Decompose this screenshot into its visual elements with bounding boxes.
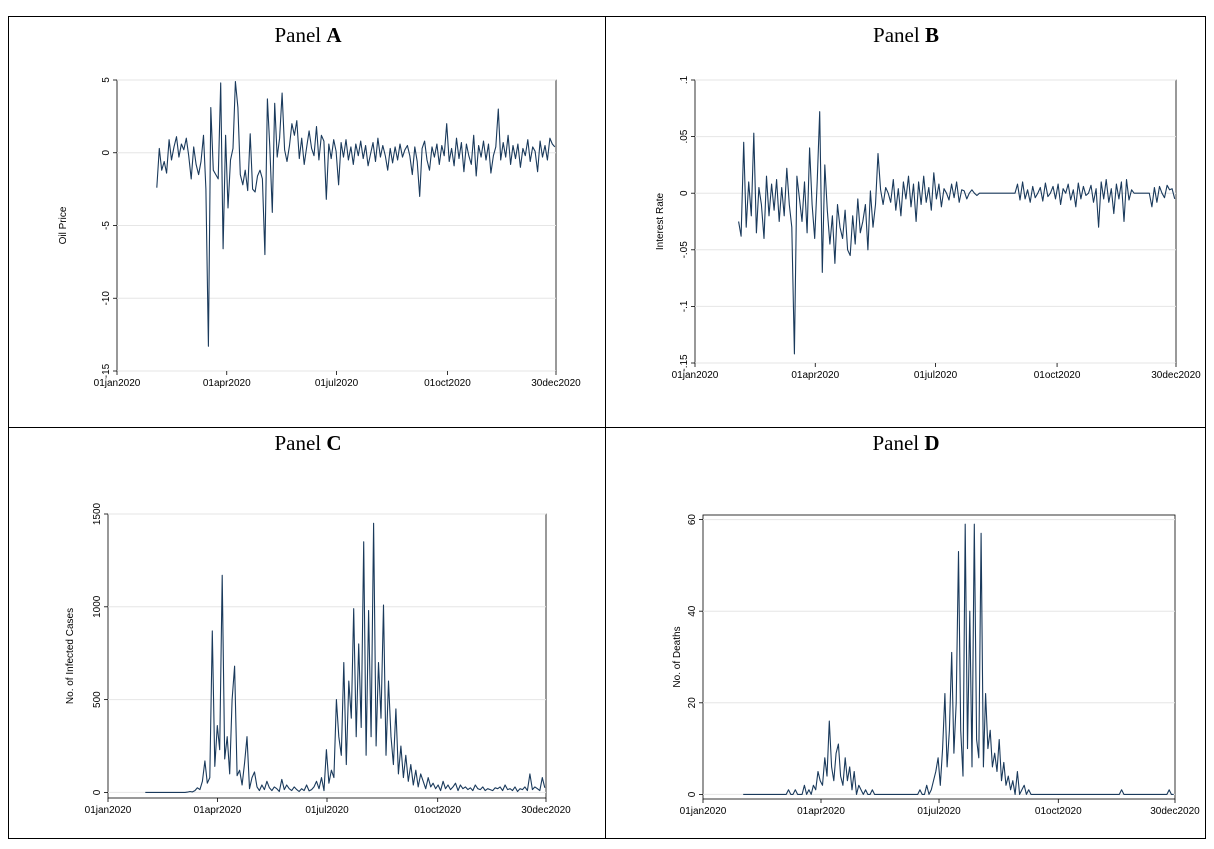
panel-b-y-tick-label: -.05 — [679, 241, 690, 259]
panel-b-y-tick-label: -.15 — [679, 354, 690, 372]
panel-a-series-line — [156, 80, 556, 347]
panel-c-y-tick-label: 1000 — [92, 595, 103, 618]
panel-c-y-tick-label: 500 — [92, 691, 103, 708]
panel-d-y-tick-label: 60 — [687, 514, 698, 526]
panel-b-plot-frame — [694, 79, 1177, 364]
panel-d-series-line — [743, 523, 1174, 795]
panel-b-x-tick-label: 30dec2020 — [1151, 370, 1201, 381]
panel-c-x-tick-label: 01jan2020 — [85, 805, 132, 816]
panel-b-y-tick-label: .1 — [679, 75, 690, 84]
panel-a-y-tick-label: -10 — [101, 291, 112, 306]
panel-b-chart: -.15 -.1 -.05 0 .05 .1 01jan2020 01apr2020 01jul… — [655, 75, 1201, 381]
panel-b-y-axis-label: Interest Rate — [655, 192, 666, 250]
panel-a-x-tick-label: 30dec2020 — [531, 378, 581, 389]
panel-c-title: Panel C — [274, 431, 341, 455]
panel-a-x-tick-label: 01oct2020 — [424, 378, 471, 389]
panel-c-chart: 0 500 1000 1500 01jan2020 01apr2020 01jul2020 0… — [65, 502, 571, 816]
panel-c-x-tick-label: 01jul2020 — [305, 805, 349, 816]
panel-d-y-axis-label: No. of Deaths — [672, 626, 683, 687]
panel-a-x-tick-label: 01jan2020 — [94, 378, 141, 389]
panel-c-series-line — [145, 522, 546, 793]
panel-b-x-tick-label: 01oct2020 — [1034, 370, 1081, 381]
panel-d-plot-frame — [702, 514, 1176, 800]
panel-c-y-tick-label: 1500 — [92, 502, 103, 525]
panel-b-series-line — [738, 111, 1176, 355]
panel-d-title: Panel D — [872, 431, 939, 455]
panel-a-title: Panel A — [274, 23, 342, 47]
panel-d-x-tick-label: 30dec2020 — [1150, 806, 1200, 817]
panel-b-x-tick-label: 01apr2020 — [791, 370, 839, 381]
panel-b-y-tick-label: .05 — [679, 129, 690, 143]
panel-a-x-tick-label: 01apr2020 — [203, 378, 251, 389]
panel-b-x-tick-label: 01jan2020 — [672, 370, 719, 381]
panel-c-x-tick-label: 30dec2020 — [521, 805, 571, 816]
panel-d-x-tick-label: 01apr2020 — [797, 806, 845, 817]
panel-c-x-tick-label: 01apr2020 — [194, 805, 242, 816]
panel-a-y-tick-label: 5 — [101, 77, 112, 83]
panel-a-y-axis-label: Oil Price — [58, 206, 69, 244]
panel-d-x-tick-label: 01oct2020 — [1035, 806, 1082, 817]
panel-c-y-axis-label: No. of Infected Cases — [65, 608, 76, 704]
panel-b-x-tick-label: 01jul2020 — [914, 370, 958, 381]
panel-d-y-tick-label: 0 — [687, 791, 698, 797]
panel-a-x-tick-label: 01jul2020 — [315, 378, 359, 389]
panel-b-y-tick-label: -.1 — [679, 300, 690, 312]
panel-a-y-tick-label: -15 — [101, 363, 112, 378]
panel-d-x-tick-label: 01jan2020 — [680, 806, 727, 817]
panel-c-y-tick-label: 0 — [92, 789, 103, 795]
panel-c-x-tick-label: 01oct2020 — [414, 805, 461, 816]
panel-b-y-tick-label: 0 — [679, 190, 690, 196]
panel-d-x-tick-label: 01jul2020 — [917, 806, 961, 817]
panel-a-y-tick-label: -5 — [101, 221, 112, 230]
panel-d-chart: 0 20 40 60 01jan2020 01apr2020 01jul2020 01oct2… — [672, 514, 1200, 817]
panel-a-y-tick-label: 0 — [101, 150, 112, 156]
panel-d-y-tick-label: 40 — [687, 605, 698, 617]
panel-b-title: Panel B — [873, 23, 939, 47]
panel-a-chart: -15 -10 -5 0 5 01jan2020 01apr2020 01jul2020 01o… — [58, 77, 581, 389]
panel-d-y-tick-label: 20 — [687, 697, 698, 709]
